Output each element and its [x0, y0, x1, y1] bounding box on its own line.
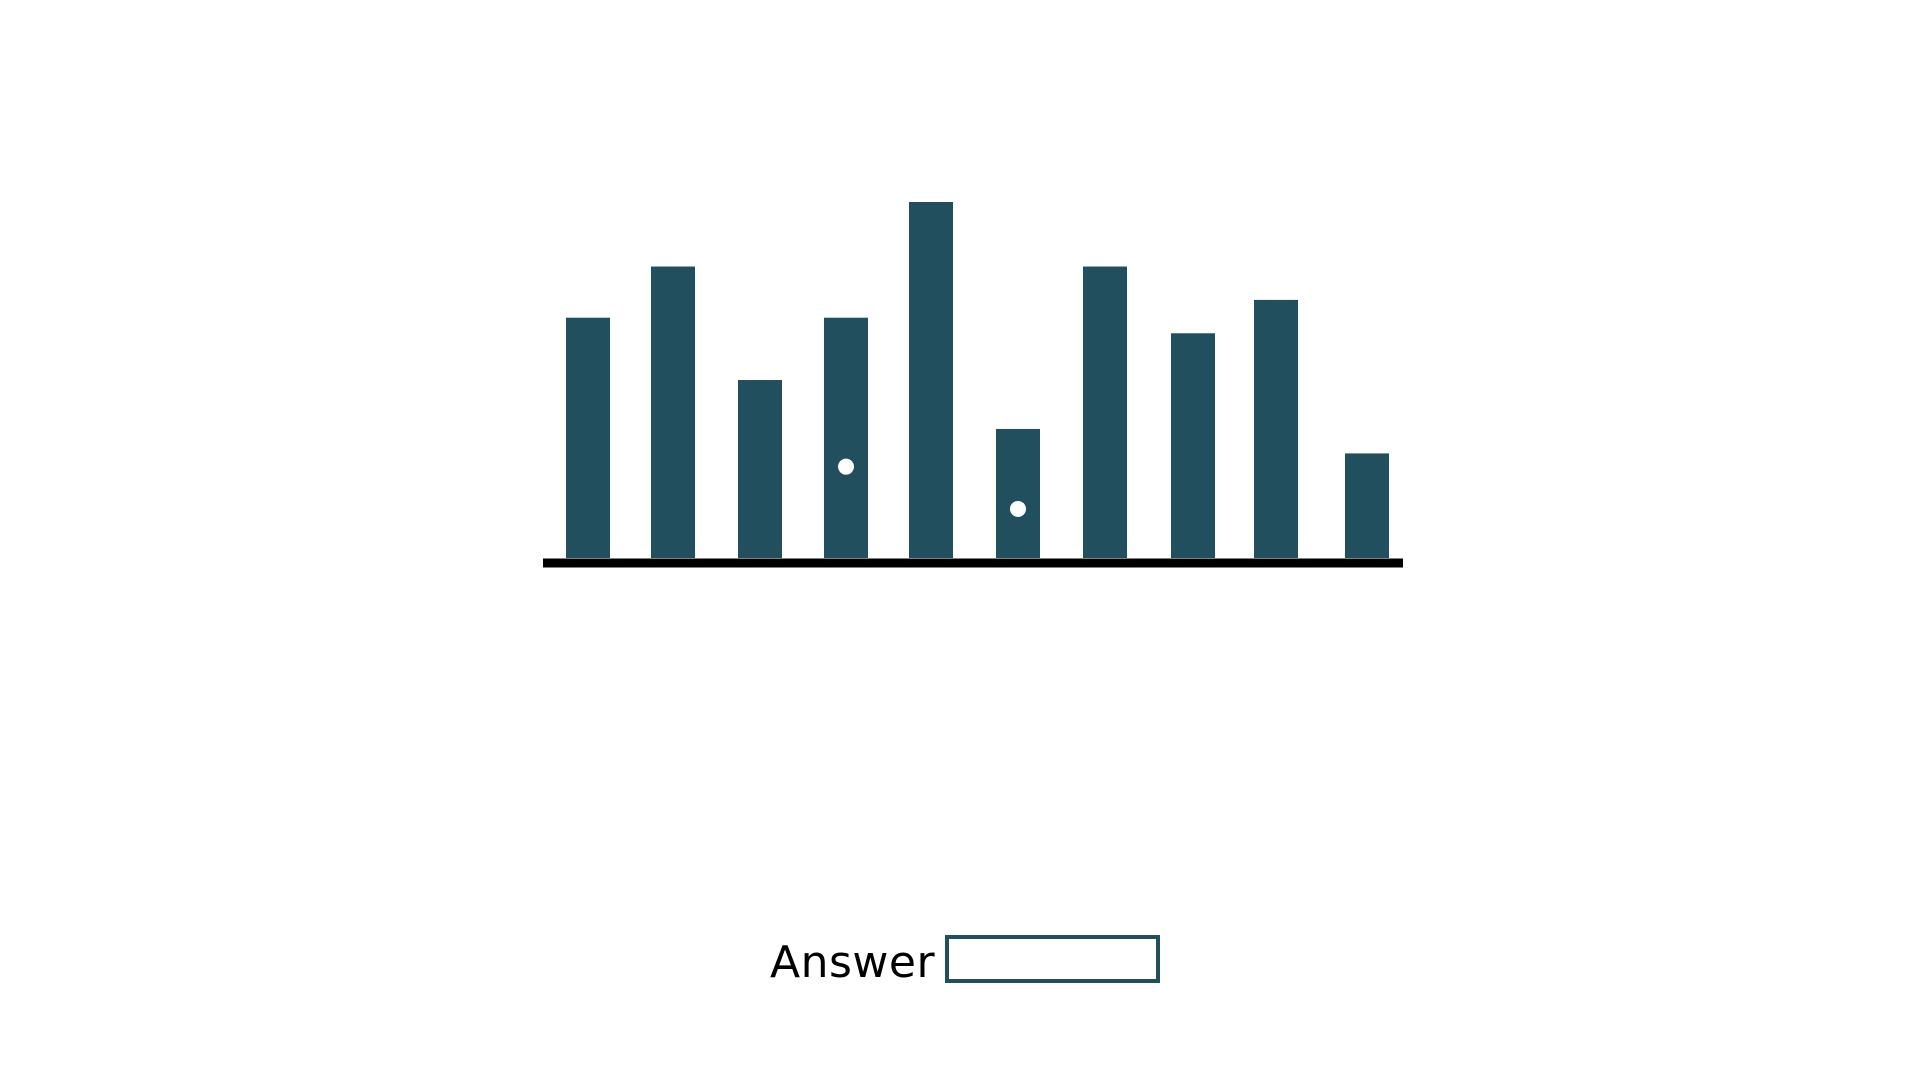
bar-10 — [1345, 453, 1389, 558]
bars-group — [566, 202, 1389, 558]
bar-9 — [1254, 299, 1298, 558]
marker-dot-bar-4 — [838, 458, 854, 475]
bar-6 — [996, 428, 1040, 558]
bar-8 — [1171, 333, 1215, 558]
answer-input[interactable] — [945, 935, 1160, 983]
answer-row: Answer — [0, 935, 1920, 991]
bar-4 — [824, 317, 868, 558]
bar-1 — [566, 317, 610, 558]
marker-dot-bar-6 — [1010, 500, 1026, 517]
bar-2 — [651, 266, 695, 558]
bar-5 — [909, 202, 953, 558]
bar-3 — [738, 380, 782, 558]
bar-7 — [1083, 266, 1127, 558]
markers-group — [838, 458, 1026, 517]
bar-chart — [543, 202, 1403, 568]
answer-label: Answer — [770, 937, 936, 988]
